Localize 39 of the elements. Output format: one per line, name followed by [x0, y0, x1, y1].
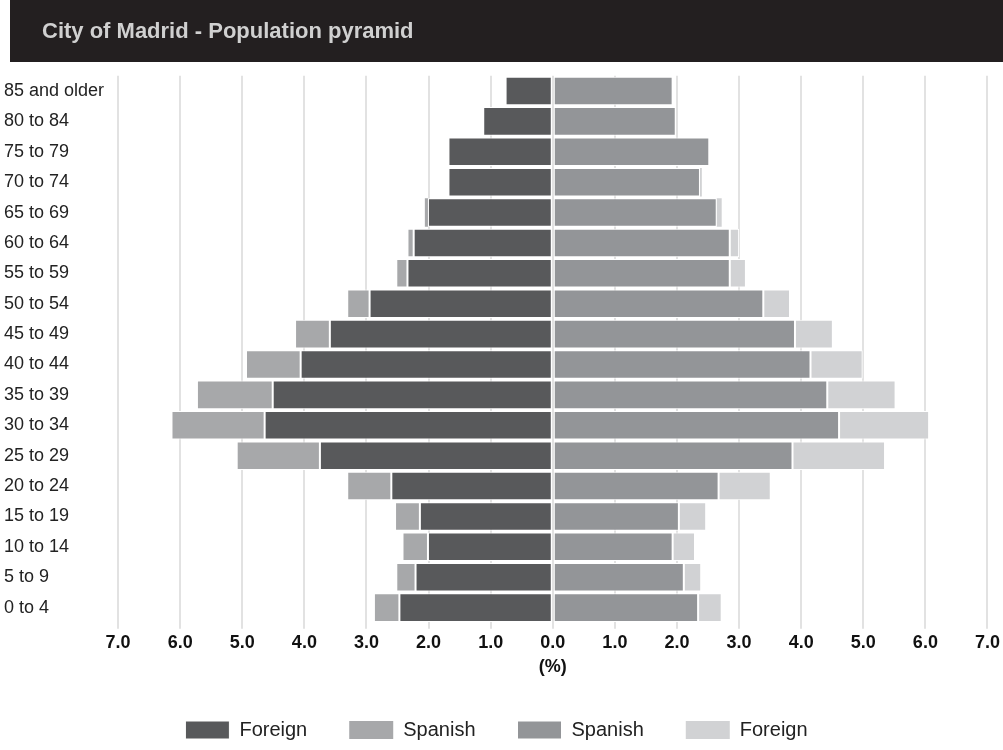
x-tick-label: 4.0	[291, 631, 317, 652]
x-tick-label: 6.0	[167, 631, 193, 652]
y-tick-label: 50 to 54	[4, 292, 70, 313]
y-tick-label: 80 to 84	[4, 110, 70, 131]
x-tick-label: 0.0	[540, 631, 566, 652]
y-tick-label: 5 to 9	[4, 566, 50, 587]
x-tick-label: 2.0	[416, 631, 442, 652]
x-tick-label: 1.0	[478, 631, 504, 652]
x-tick-label: 7.0	[105, 631, 131, 652]
x-tick-label: 4.0	[788, 631, 814, 652]
x-tick-label: 3.0	[353, 631, 379, 652]
y-tick-label: 75 to 79	[4, 140, 70, 161]
y-tick-label: 0 to 4	[4, 596, 50, 617]
y-tick-label: 85 and older	[4, 79, 105, 100]
y-tick-label: 20 to 24	[4, 475, 70, 496]
legend-label: Spanish	[403, 717, 476, 740]
y-tick-label: 65 to 69	[4, 201, 70, 222]
x-tick-label: 3.0	[726, 631, 752, 652]
y-tick-label: 30 to 34	[4, 414, 70, 435]
y-tick-label: 10 to 14	[4, 535, 70, 556]
x-tick-label: 7.0	[974, 631, 1000, 652]
x-tick-label: 6.0	[912, 631, 938, 652]
y-tick-label: 55 to 59	[4, 262, 70, 283]
y-tick-label: 40 to 44	[4, 353, 70, 374]
y-tick-label: 35 to 39	[4, 383, 70, 404]
x-tick-label: 5.0	[850, 631, 876, 652]
y-tick-label: 25 to 29	[4, 444, 70, 465]
legend-label: Foreign	[239, 717, 308, 740]
x-tick-label: 1.0	[602, 631, 628, 652]
x-tick-label: 5.0	[229, 631, 255, 652]
x-axis-title: (%)	[538, 656, 567, 677]
y-tick-label: 45 to 49	[4, 323, 70, 344]
x-tick-label: 2.0	[664, 631, 690, 652]
y-tick-label: 15 to 19	[4, 505, 70, 526]
y-tick-label: 60 to 64	[4, 231, 70, 252]
legend-label: Spanish	[571, 717, 644, 740]
chart-title: City of Madrid - Population pyramid	[10, 0, 1003, 62]
y-tick-label: 70 to 74	[4, 171, 70, 192]
legend-label: Foreign	[739, 717, 808, 740]
